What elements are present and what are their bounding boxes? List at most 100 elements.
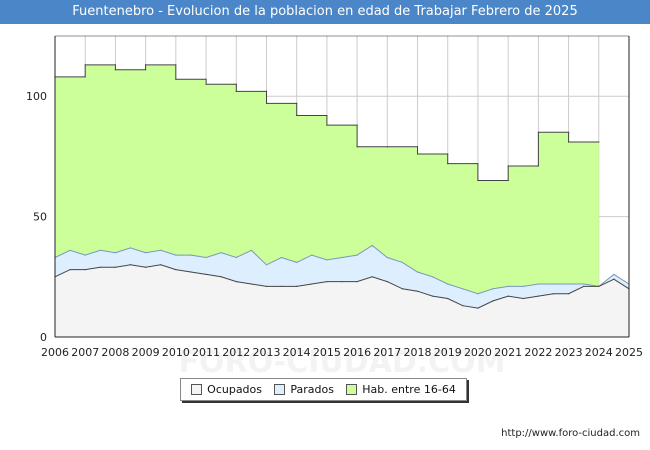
data-point-ocupados-31 (522, 297, 524, 300)
legend-label-habitantes: Hab. entre 16-64 (362, 383, 456, 396)
data-point-habitantes-33 (568, 131, 570, 133)
x-tick-label-2007: 2007 (71, 346, 99, 359)
x-tick-label-2008: 2008 (101, 346, 129, 359)
data-point-habitantes-2 (84, 64, 86, 66)
data-point-habitantes-23 (416, 146, 419, 148)
data-point-parados-3 (99, 249, 101, 251)
data-point-parados-13 (250, 249, 252, 251)
data-point-ocupados-6 (145, 266, 147, 268)
data-point-habitantes-4 (114, 69, 116, 71)
data-point-parados-26 (447, 283, 449, 285)
x-tick-label-2010: 2010 (162, 346, 190, 359)
data-point-parados-10 (205, 256, 207, 259)
data-point-ocupados-23 (401, 288, 403, 290)
chart-title: Fuentenebro - Evolucion de la poblacion … (0, 0, 650, 24)
data-point-parados-11 (220, 252, 222, 254)
data-point-ocupados-24 (416, 290, 419, 292)
x-tick-label-2020: 2020 (464, 346, 492, 359)
data-point-parados-15 (281, 256, 283, 259)
data-point-habitantes-14 (265, 102, 268, 104)
data-point-habitantes-27 (477, 163, 479, 165)
data-point-parados-7 (160, 249, 162, 251)
data-point-habitantes-18 (326, 124, 328, 126)
data-point-habitantes-6 (145, 64, 147, 66)
data-point-habitantes-19 (356, 124, 358, 126)
data-point-ocupados-16 (296, 285, 298, 287)
data-point-parados-25 (432, 276, 434, 278)
data-point-parados-21 (371, 244, 373, 247)
x-tick-label-2025: 2025 (615, 346, 643, 359)
data-point-habitantes-7 (175, 64, 177, 66)
legend-label-ocupados: Ocupados (207, 383, 263, 396)
data-point-ocupados-32 (537, 295, 540, 297)
data-point-ocupados-2 (84, 269, 86, 271)
data-point-parados-18 (326, 259, 328, 261)
legend-item-ocupados[interactable]: Ocupados (191, 383, 262, 396)
data-point-ocupados-13 (250, 283, 252, 285)
data-point-ocupados-7 (160, 264, 162, 266)
data-point-parados-16 (296, 261, 298, 263)
x-tick-label-2016: 2016 (343, 346, 371, 359)
data-point-habitantes-31 (537, 165, 540, 167)
data-point-ocupados-9 (190, 271, 192, 273)
data-point-ocupados-30 (507, 295, 509, 297)
x-tick-label-2018: 2018 (404, 346, 432, 359)
data-point-habitantes-12 (235, 90, 237, 92)
data-point-ocupados-8 (175, 269, 177, 271)
data-point-habitantes-11 (235, 83, 237, 85)
x-tick-label-2013: 2013 (252, 346, 280, 359)
data-point-parados-17 (311, 254, 313, 256)
data-point-parados-12 (235, 256, 237, 259)
data-point-parados-34 (568, 283, 570, 285)
data-point-habitantes-16 (296, 114, 298, 117)
data-point-parados-35 (583, 283, 585, 285)
x-tick-label-2024: 2024 (585, 346, 613, 359)
legend-swatch-habitantes (346, 384, 358, 395)
data-point-ocupados-36 (598, 285, 600, 287)
x-tick-label-2023: 2023 (555, 346, 583, 359)
data-point-parados-33 (552, 283, 555, 285)
x-tick-label-2015: 2015 (313, 346, 341, 359)
y-tick-label-50: 50 (33, 211, 47, 224)
data-point-parados-32 (537, 283, 540, 285)
data-point-ocupados-18 (326, 281, 328, 283)
data-point-parados-27 (462, 288, 464, 290)
series-area-ocupados (55, 264, 629, 337)
data-point-habitantes-26 (447, 163, 449, 165)
data-point-parados-20 (356, 254, 358, 256)
y-tick-label-0: 0 (40, 331, 47, 344)
data-point-habitantes-5 (145, 69, 147, 71)
data-point-parados-14 (265, 264, 268, 266)
data-point-ocupados-20 (356, 281, 358, 283)
data-point-habitantes-24 (416, 153, 419, 155)
data-point-parados-1 (69, 249, 71, 251)
legend: Ocupados Parados Hab. entre 16-64 (180, 378, 467, 401)
x-tick-label-2019: 2019 (434, 346, 462, 359)
data-point-parados-19 (341, 256, 343, 259)
legend-item-habitantes[interactable]: Hab. entre 16-64 (346, 383, 456, 396)
x-tick-label-2022: 2022 (524, 346, 552, 359)
data-point-parados-5 (129, 247, 132, 249)
data-point-ocupados-15 (281, 285, 283, 287)
data-point-habitantes-10 (205, 83, 207, 85)
data-point-ocupados-17 (311, 283, 313, 285)
data-point-habitantes-1 (84, 76, 86, 78)
data-point-ocupados-25 (432, 295, 434, 297)
legend-item-parados[interactable]: Parados (274, 383, 334, 396)
data-point-ocupados-27 (462, 305, 464, 307)
source-link[interactable]: http://www.foro-ciudad.com (501, 428, 640, 439)
data-point-habitantes-22 (386, 146, 388, 148)
data-point-habitantes-20 (356, 146, 358, 148)
data-point-habitantes-13 (265, 90, 268, 92)
data-point-ocupados-19 (341, 281, 343, 283)
data-point-ocupados-5 (129, 264, 132, 266)
y-tick-label-100: 100 (26, 90, 47, 103)
data-point-habitantes-32 (537, 131, 540, 133)
data-point-parados-29 (492, 288, 494, 290)
data-point-parados-8 (175, 254, 177, 256)
data-point-parados-4 (114, 252, 116, 254)
data-point-habitantes-17 (326, 114, 328, 117)
data-point-parados-9 (190, 254, 192, 256)
legend-swatch-ocupados (191, 384, 203, 395)
